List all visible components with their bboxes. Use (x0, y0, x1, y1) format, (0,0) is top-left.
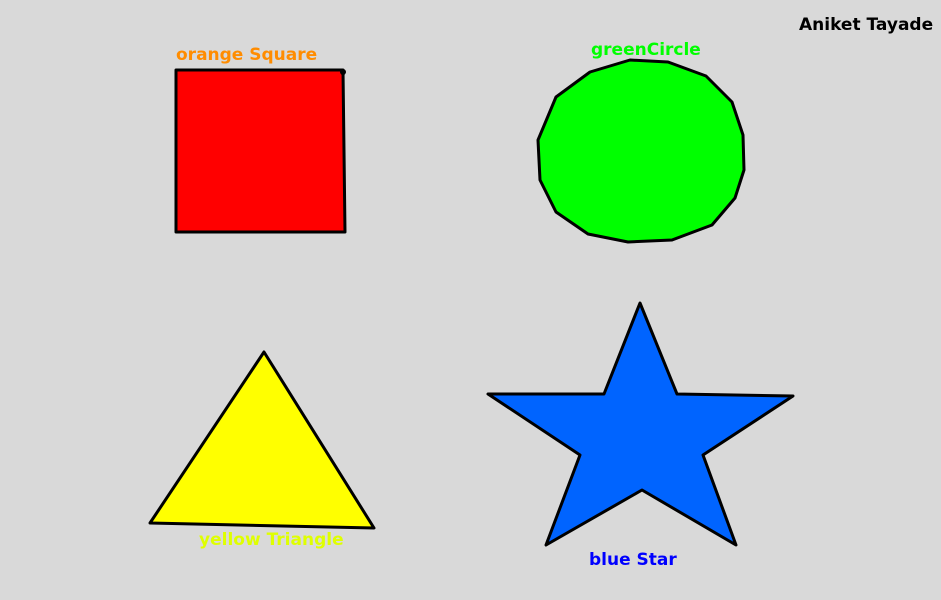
circle-shape-icon (536, 58, 746, 244)
triangle-label: yellow Triangle (199, 530, 344, 550)
author-name: Aniket Tayade (799, 15, 934, 35)
triangle-shape-icon (148, 350, 376, 530)
star-shape-icon (486, 301, 795, 547)
circle-label: greenCircle (591, 40, 701, 60)
square-shape-icon (174, 68, 347, 234)
star-label: blue Star (589, 550, 677, 570)
square-corner-dot (340, 69, 346, 75)
square-label: orange Square (176, 45, 318, 65)
